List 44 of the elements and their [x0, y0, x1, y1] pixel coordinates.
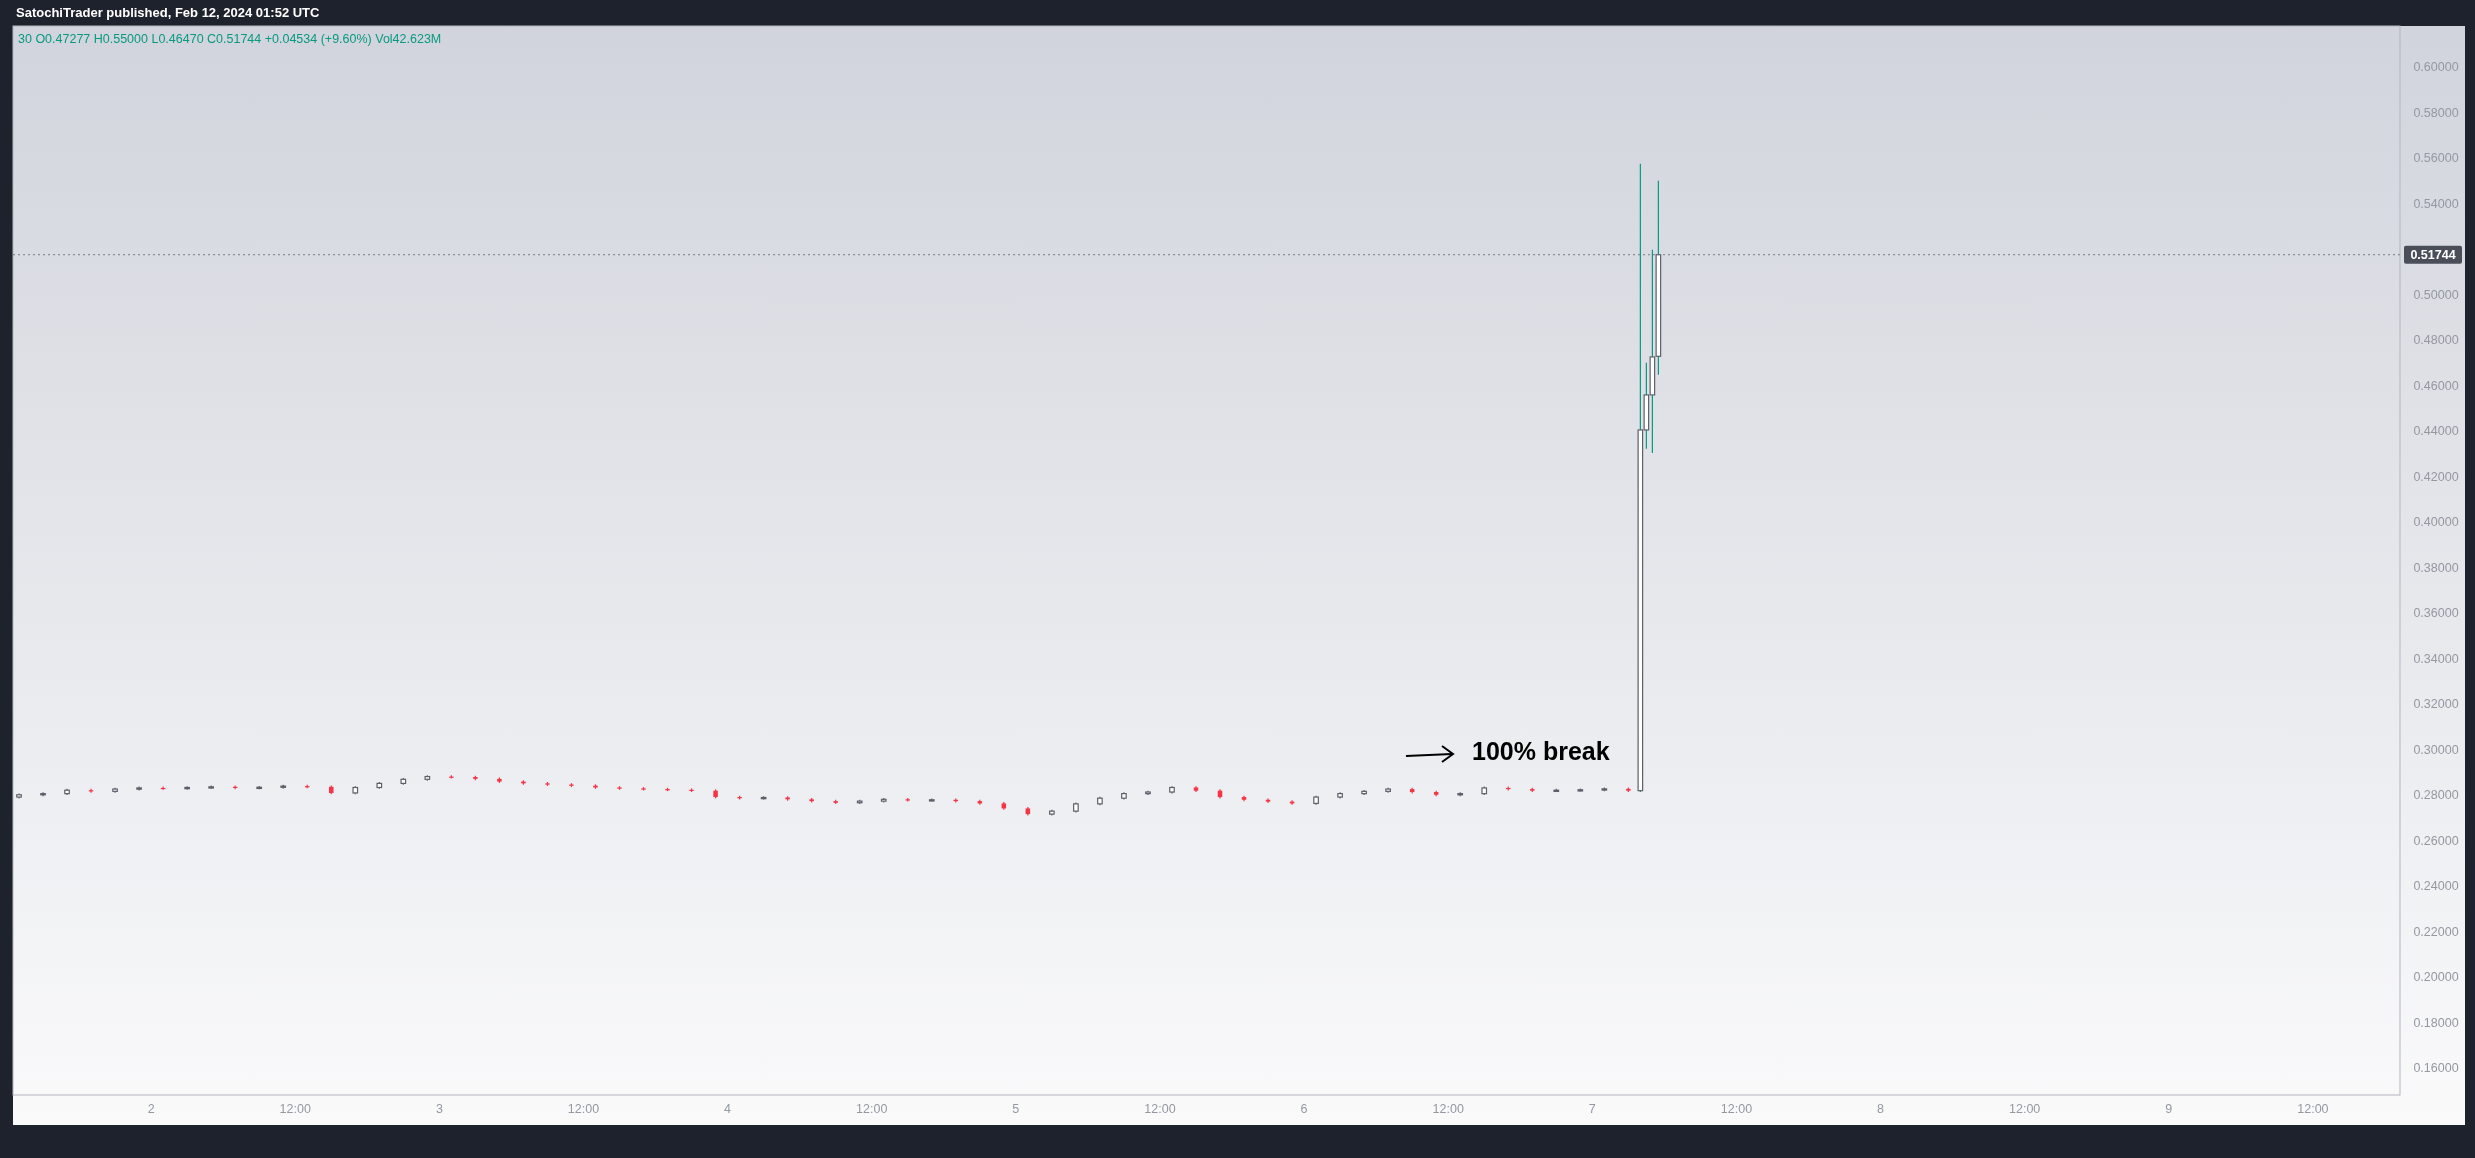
- x-tick-label: 12:00: [1144, 1102, 1176, 1117]
- annotation: 100% break: [1472, 736, 1610, 765]
- y-tick-label: 0.38000: [2413, 560, 2459, 575]
- y-tick-label: 0.46000: [2413, 378, 2459, 393]
- x-tick-label: 5: [1012, 1102, 1020, 1117]
- x-tick-label: 12:00: [2297, 1102, 2329, 1117]
- y-tick-label: 0.42000: [2413, 469, 2459, 484]
- y-tick-label: 0.58000: [2413, 105, 2459, 120]
- y-tick-label: 0.34000: [2413, 651, 2459, 666]
- x-tick-label: 9: [2165, 1102, 2173, 1117]
- y-tick-label: 0.18000: [2413, 1015, 2459, 1030]
- y-tick-label: 0.28000: [2413, 788, 2459, 803]
- candlestick: [184, 785, 190, 791]
- x-tick-label: 12:00: [567, 1102, 600, 1117]
- y-tick-label: 0.30000: [2413, 742, 2459, 757]
- chart-title: SatochiTrader published, Feb 12, 2024 01:52 UTC: [16, 5, 321, 20]
- x-tick-label: 12:00: [2009, 1102, 2041, 1117]
- x-tick-label: 3: [435, 1102, 443, 1117]
- y-tick-label: 0.32000: [2413, 697, 2459, 712]
- x-tick-label: 12:00: [1720, 1102, 1753, 1117]
- y-tick-label: 0.56000: [2413, 151, 2459, 166]
- text: 30 O0.47277 H0.55000 L0.46470 C0.51744 +0.04534 (+9.60%) Vol42.623M: [18, 32, 442, 46]
- y-tick-label: 0.24000: [2413, 879, 2459, 894]
- y-tick-label: 0.36000: [2413, 606, 2459, 621]
- y-tick-label: 0.40000: [2413, 515, 2459, 530]
- x-tick-label: 2: [147, 1102, 155, 1117]
- y-tick-label: 0.16000: [2413, 1061, 2459, 1076]
- y-tick-label: 0.44000: [2413, 424, 2459, 439]
- y-tick-label: 0.48000: [2413, 333, 2459, 348]
- x-tick-label: 12:00: [1432, 1102, 1464, 1117]
- x-tick-label: 4: [724, 1102, 732, 1117]
- y-tick-label: 0.22000: [2413, 924, 2459, 939]
- candlestick: [1265, 797, 1271, 804]
- y-tick-label: 0.20000: [2413, 970, 2459, 985]
- x-tick-label: 6: [1300, 1102, 1308, 1117]
- ref-line-label: 0.51744: [2410, 248, 2456, 263]
- x-tick-label: 8: [1877, 1102, 1885, 1117]
- y-tick-label: 0.54000: [2413, 196, 2459, 211]
- x-tick-label: 7: [1588, 1102, 1596, 1117]
- y-tick-label: 0.60000: [2413, 60, 2459, 75]
- y-tick-label: 0.26000: [2413, 833, 2459, 848]
- x-tick-label: 12:00: [856, 1102, 888, 1117]
- y-tick-label: 0.50000: [2413, 287, 2459, 302]
- x-tick-label: 12:00: [279, 1102, 311, 1117]
